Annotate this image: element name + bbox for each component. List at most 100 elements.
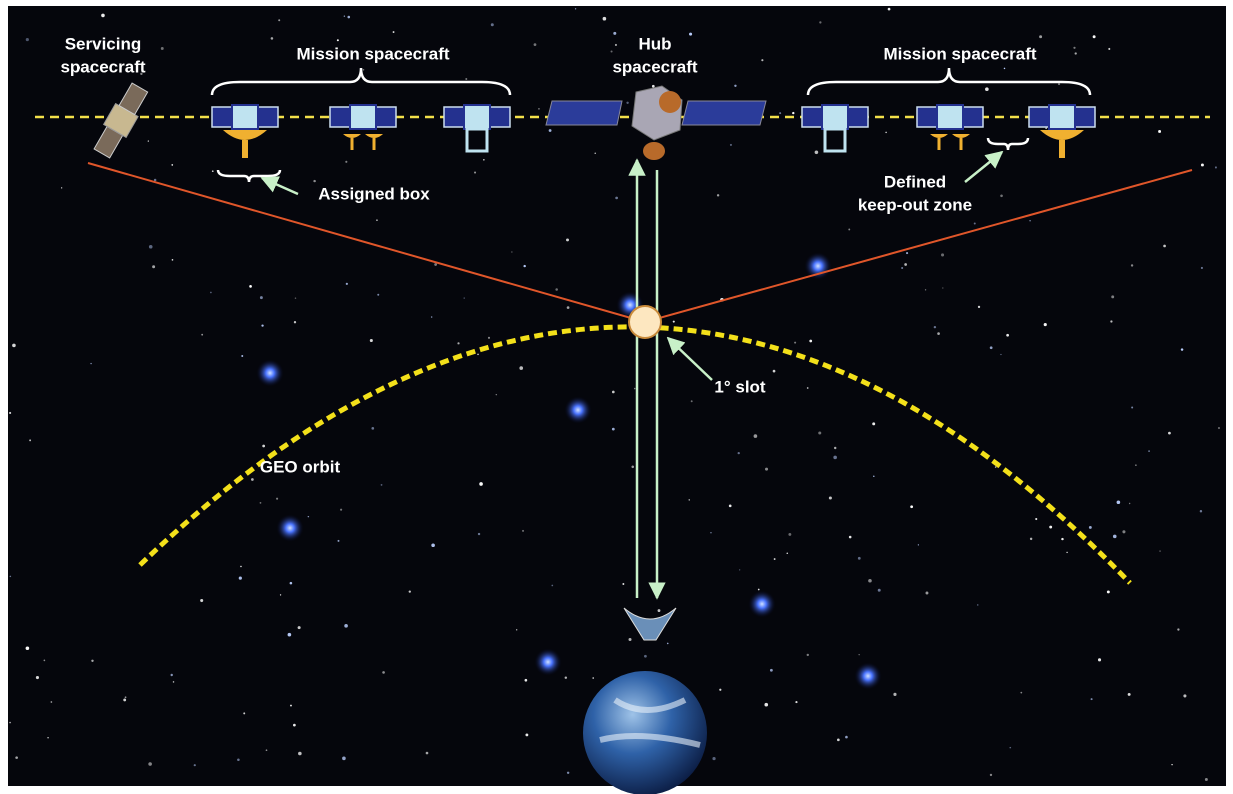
star [761,59,763,61]
star [691,400,693,402]
star [652,85,655,88]
solar-panel [258,107,278,127]
star [631,465,634,468]
star [734,85,736,87]
star [845,736,848,739]
star [278,19,280,21]
star [622,583,624,585]
star [1073,47,1075,49]
star [818,432,821,435]
star [885,132,887,134]
solar-panel [682,101,766,125]
star [1039,35,1042,38]
star [154,179,157,182]
star [51,701,53,703]
star [1113,535,1117,539]
star [1108,48,1110,50]
bus [232,105,258,129]
star [426,752,429,755]
star [1177,628,1179,630]
payload [825,129,845,151]
star [393,31,395,33]
star [990,774,992,776]
star [344,15,345,16]
page: ServicingspacecraftMission spacecraftHub… [0,0,1233,794]
star [431,543,435,547]
star [340,509,342,511]
star [739,569,740,570]
star [1006,334,1009,337]
solar-panel [1029,107,1049,127]
solar-panel [546,101,622,125]
star [1029,220,1030,221]
label: Defined [884,172,946,191]
star [298,752,302,756]
star [934,326,936,328]
star [240,566,241,567]
star [729,505,732,508]
star [1148,450,1150,452]
star [848,229,850,231]
star [555,288,558,291]
star [266,749,268,751]
star [1131,264,1133,266]
star [1058,83,1060,85]
star [345,161,347,163]
star [878,589,881,592]
star [794,342,796,344]
solar-panel [1075,107,1095,127]
star [261,324,263,326]
star [434,263,437,266]
star [344,624,348,628]
star [337,39,339,41]
slot-marker [629,306,661,338]
star [774,558,776,560]
star [152,265,155,268]
star [977,604,978,605]
star [1122,530,1125,533]
star [488,337,490,339]
star [1009,747,1011,749]
star [566,238,569,241]
label: Mission spacecraft [296,44,449,63]
star [237,758,240,761]
star [1183,694,1186,697]
bright-star [256,359,284,387]
star [1158,130,1161,133]
solar-panel [963,107,983,127]
label: keep-out zone [858,195,972,214]
star [858,557,861,560]
star [868,579,872,583]
star [465,78,467,80]
star [295,297,296,298]
star [730,144,732,146]
star [834,447,836,449]
star [926,592,929,595]
star [849,536,852,539]
solar-panel [848,107,868,127]
star [1110,320,1112,322]
star [1089,526,1092,529]
star [1020,692,1022,694]
star [409,590,411,592]
star [29,439,31,441]
star [90,363,91,364]
label: spacecraft [60,57,145,76]
star [477,354,478,355]
antenna [643,142,665,160]
star [1107,590,1110,593]
star [918,544,919,545]
star [523,265,525,267]
star [1091,698,1093,700]
star [615,197,618,200]
star [194,764,196,766]
star [376,219,378,221]
star [837,739,840,742]
star [1131,407,1133,409]
star [1218,427,1220,429]
star [260,296,263,299]
star [1075,52,1077,54]
star [565,676,567,678]
star [313,180,315,182]
star [125,696,127,698]
